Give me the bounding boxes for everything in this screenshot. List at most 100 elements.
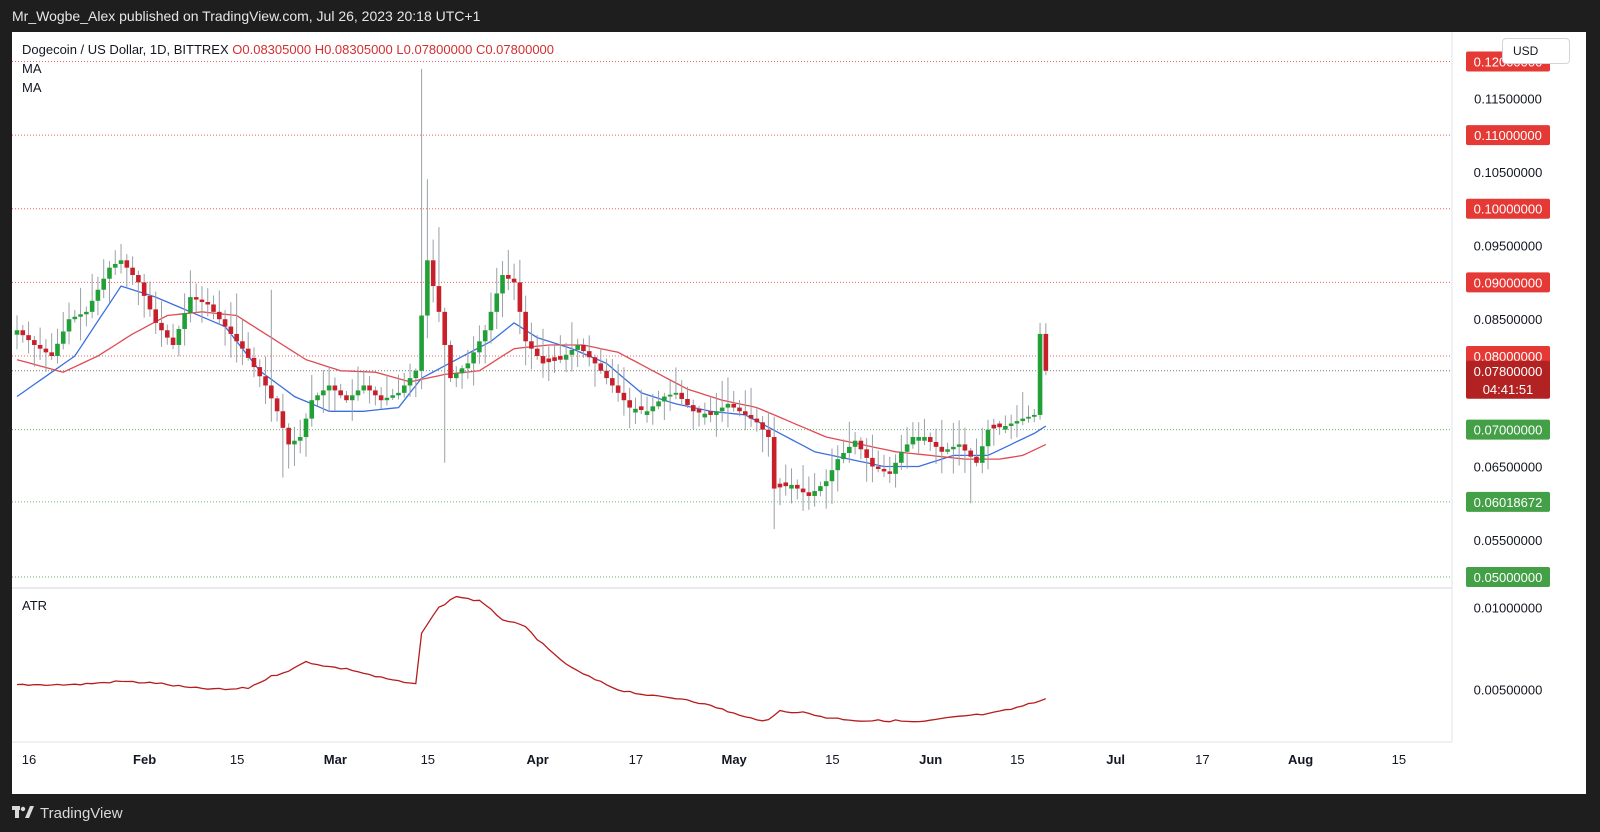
candle[interactable] [702, 402, 708, 425]
candle[interactable] [644, 396, 650, 423]
candle[interactable] [482, 324, 488, 364]
candle[interactable] [471, 336, 476, 386]
candle[interactable] [818, 481, 823, 497]
candle[interactable] [951, 422, 956, 474]
candle[interactable] [89, 273, 95, 319]
candle[interactable] [748, 387, 754, 427]
candle[interactable] [315, 392, 320, 406]
candle[interactable] [188, 270, 193, 323]
candle[interactable] [1031, 409, 1037, 423]
candle[interactable] [205, 288, 211, 317]
candle[interactable] [685, 386, 690, 409]
symbol-title[interactable]: Dogecoin / US Dollar, 1D, BITTREX [22, 42, 229, 57]
candle[interactable] [673, 367, 679, 400]
candle[interactable] [390, 388, 395, 400]
candle[interactable] [841, 439, 846, 464]
candle[interactable] [916, 422, 921, 454]
candle[interactable] [800, 465, 806, 511]
candle[interactable] [777, 478, 783, 506]
candle[interactable] [257, 359, 263, 388]
candle[interactable] [1026, 405, 1031, 423]
candle[interactable] [638, 389, 644, 415]
candle[interactable] [286, 423, 291, 469]
candle[interactable] [742, 390, 748, 431]
candle[interactable] [910, 422, 916, 449]
candle[interactable] [569, 322, 575, 372]
atr-legend[interactable]: ATR [22, 598, 48, 613]
candle[interactable] [245, 332, 251, 361]
candle[interactable] [477, 325, 482, 364]
candle[interactable] [66, 302, 72, 345]
candle[interactable] [696, 405, 702, 427]
candle[interactable] [14, 315, 20, 350]
candle[interactable] [321, 369, 326, 413]
candle[interactable] [78, 287, 83, 341]
candle[interactable] [130, 256, 135, 285]
candle[interactable] [679, 380, 684, 407]
legend-ma-fast[interactable]: MA [22, 61, 42, 76]
candle[interactable] [945, 442, 950, 455]
candle[interactable] [1043, 323, 1049, 376]
candle[interactable] [979, 427, 985, 474]
candle[interactable] [332, 377, 338, 411]
candle[interactable] [222, 310, 228, 346]
candle[interactable] [84, 306, 89, 327]
candle[interactable] [338, 383, 343, 399]
candle[interactable] [586, 335, 592, 367]
candle[interactable] [870, 434, 875, 483]
candle[interactable] [899, 434, 904, 470]
candle[interactable] [107, 261, 112, 303]
candle[interactable] [968, 447, 973, 504]
candle[interactable] [147, 281, 153, 317]
candle[interactable] [349, 379, 355, 421]
candle[interactable] [858, 437, 864, 460]
candle[interactable] [396, 374, 401, 400]
candle[interactable] [303, 413, 309, 457]
candle[interactable] [737, 399, 742, 417]
candle[interactable] [101, 259, 106, 299]
candle[interactable] [997, 420, 1002, 435]
candle[interactable] [459, 365, 465, 389]
candle[interactable] [159, 301, 164, 347]
candle[interactable] [500, 260, 505, 318]
candle[interactable] [540, 328, 546, 378]
candle[interactable] [488, 292, 494, 344]
candle[interactable] [789, 468, 794, 504]
currency-button[interactable]: USD [1502, 38, 1570, 64]
candle[interactable] [823, 469, 829, 509]
candle[interactable] [124, 254, 130, 287]
candle[interactable] [812, 473, 817, 507]
candle[interactable] [49, 333, 54, 360]
candle[interactable] [927, 432, 933, 451]
candle[interactable] [933, 428, 939, 464]
candle[interactable] [182, 293, 187, 346]
candle[interactable] [378, 387, 384, 409]
candle[interactable] [164, 324, 170, 345]
candle[interactable] [529, 322, 534, 370]
candle[interactable] [217, 290, 222, 325]
candle[interactable] [407, 363, 413, 397]
candle[interactable] [170, 323, 176, 350]
candle[interactable] [956, 420, 962, 466]
candle[interactable] [650, 393, 656, 425]
candle[interactable] [806, 476, 812, 510]
candle[interactable] [875, 450, 881, 473]
candle[interactable] [1014, 405, 1020, 438]
candle[interactable] [494, 267, 500, 330]
candle[interactable] [523, 295, 528, 366]
candle[interactable] [511, 263, 517, 301]
candle[interactable] [442, 307, 448, 463]
candle[interactable] [581, 338, 586, 358]
candle[interactable] [367, 376, 372, 404]
candle[interactable] [95, 276, 101, 316]
candle[interactable] [656, 390, 661, 410]
candle[interactable] [251, 347, 257, 378]
candle[interactable] [1008, 414, 1014, 440]
candle[interactable] [546, 346, 552, 381]
candle[interactable] [864, 438, 869, 482]
candle[interactable] [766, 411, 771, 457]
candle[interactable] [240, 319, 245, 366]
candle[interactable] [667, 380, 673, 411]
candle[interactable] [852, 432, 858, 455]
candle[interactable] [326, 366, 332, 412]
